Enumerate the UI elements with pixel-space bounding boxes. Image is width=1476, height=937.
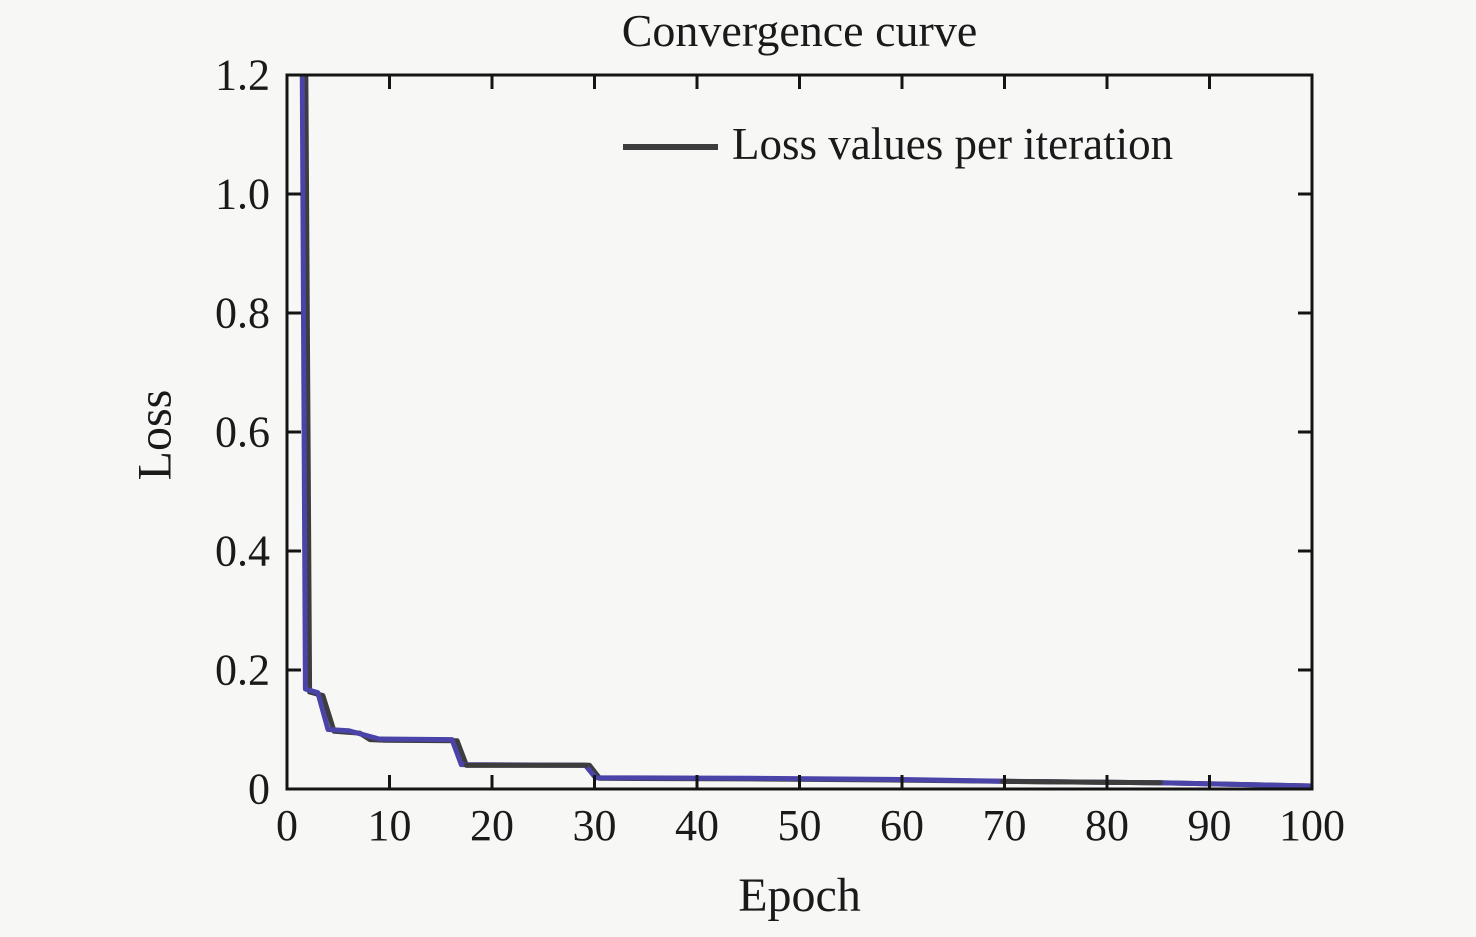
x-tick-label: 60 [880,801,924,850]
x-tick-label: 30 [572,801,617,850]
iteration-line-visible-overlap-2-line [999,778,1163,786]
y-tick-label: 1.0 [215,169,270,219]
y-tick-label: 0.4 [215,526,270,576]
tick-marks [285,73,1314,791]
loss-per-epoch-line [299,75,1312,789]
x-tick-label: 50 [777,801,822,850]
chart-title: Convergence curve [621,5,978,56]
x-tick-label: 0 [276,801,298,850]
series-lines [299,75,1312,789]
y-axis-label: Loss [128,389,182,481]
x-tick-label: 80 [1085,801,1129,850]
x-tick-label: 20 [470,801,514,850]
y-tick-label: 0.8 [215,288,270,338]
x-axis-label: Epoch [738,869,861,922]
x-tick-label: 100 [1279,801,1345,850]
y-tick-label: 0.2 [215,645,270,695]
x-tick-label: 90 [1187,801,1232,850]
legend: Loss values per iteration [623,118,1173,170]
legend-label: Loss values per iteration [732,119,1174,169]
x-tick-label: 70 [982,801,1027,850]
y-tick-label: 1.2 [215,50,270,100]
y-tick-label: 0.6 [215,407,270,457]
y-tick-label: 0 [248,764,270,814]
legend-line-sample [623,144,718,150]
x-tick-label: 40 [675,801,719,850]
plot-box [285,73,1314,791]
x-tick-label: 10 [367,801,412,850]
